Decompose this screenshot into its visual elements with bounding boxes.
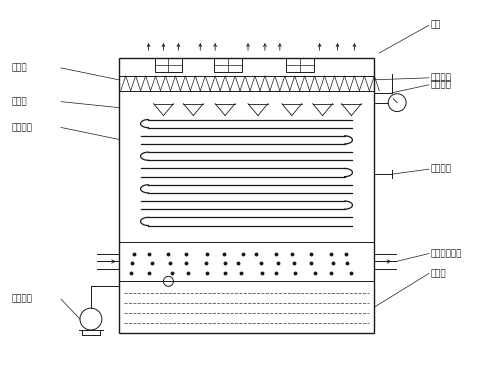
Text: 分水装置: 分水装置 [431, 73, 452, 83]
Text: 外护板: 外护板 [11, 97, 27, 106]
Text: 蒸汽进口: 蒸汽进口 [431, 80, 452, 89]
Text: 风机: 风机 [431, 21, 442, 30]
Text: 喷淡水泵: 喷淡水泵 [11, 295, 32, 304]
Text: 液体出口: 液体出口 [431, 165, 452, 174]
Text: 冷媒盘管: 冷媒盘管 [11, 123, 32, 132]
Text: 收水器: 收水器 [11, 63, 27, 73]
Text: 干冷空气入口: 干冷空气入口 [431, 249, 463, 258]
Text: 集水筱: 集水筱 [431, 269, 447, 278]
